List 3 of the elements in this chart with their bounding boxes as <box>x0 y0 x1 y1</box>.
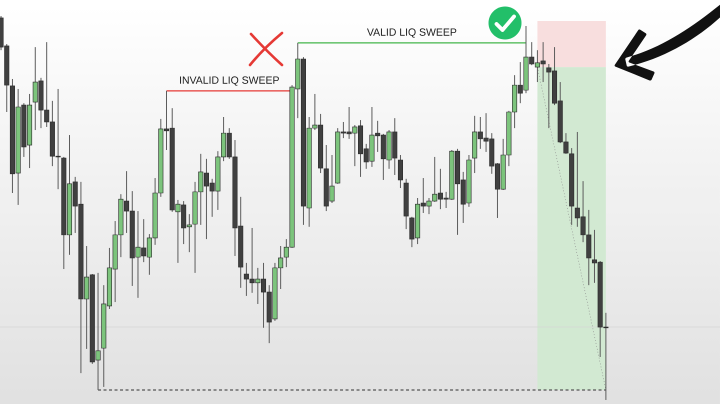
ref-line-label: INVALID LIQ SWEEP <box>180 76 279 86</box>
candlestick <box>398 154 403 189</box>
ref-line-label: VALID LIQ SWEEP <box>366 28 456 38</box>
